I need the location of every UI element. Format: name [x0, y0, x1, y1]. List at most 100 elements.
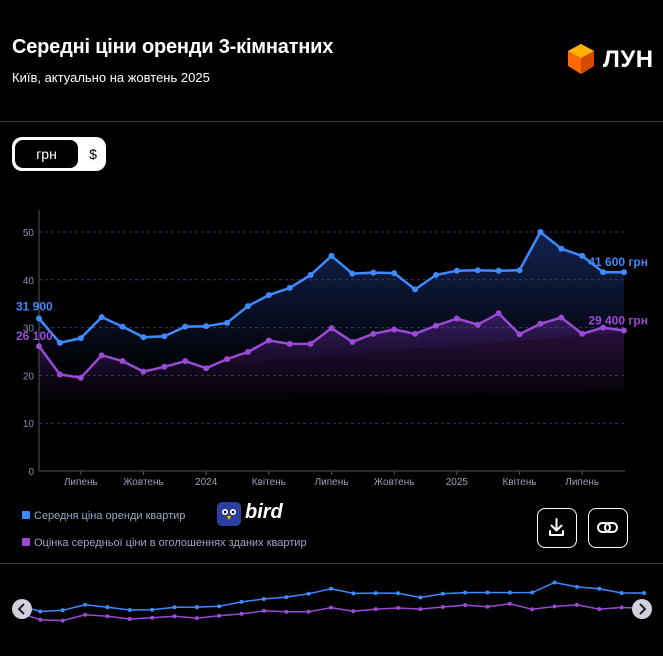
data-point — [621, 269, 627, 276]
data-point — [495, 267, 502, 274]
data-point — [286, 284, 293, 291]
copy-link-button[interactable] — [588, 508, 628, 548]
navigator-point — [172, 605, 177, 610]
page-title: Середні ціни оренди 3-кімнатних — [12, 36, 334, 58]
navigator-point — [150, 615, 155, 620]
legend-item-listing-estimate[interactable]: Оцінка середньої ціни в оголошеннях здан… — [22, 537, 307, 549]
data-point — [140, 368, 147, 375]
data-point — [161, 363, 168, 370]
data-point — [621, 327, 627, 334]
navigator-point — [485, 604, 490, 609]
legend-swatch — [22, 538, 30, 546]
navigator-point — [239, 611, 244, 616]
data-point — [412, 286, 419, 293]
data-point — [98, 352, 105, 359]
data-point — [453, 267, 460, 274]
x-tick-label: Квітень — [502, 477, 536, 488]
navigator-point — [507, 601, 512, 606]
navigator-point — [217, 613, 222, 618]
legend-label: Оцінка середньої ціни в оголошеннях здан… — [34, 537, 307, 549]
data-point — [537, 320, 544, 327]
y-tick-label: 0 — [28, 467, 34, 478]
navigator-right-button[interactable] — [632, 599, 652, 619]
data-point — [56, 339, 63, 346]
chevron-right-icon — [639, 603, 647, 615]
navigator-point — [38, 617, 43, 622]
data-point — [140, 334, 147, 341]
page-subtitle: Київ, актуально на жовтень 2025 — [12, 70, 210, 85]
data-point — [119, 323, 126, 330]
y-tick-label: 30 — [23, 324, 35, 335]
navigator-point — [172, 614, 177, 619]
navigator-point — [574, 602, 579, 607]
navigator-point — [552, 580, 557, 585]
chevron-left-icon — [17, 603, 25, 615]
x-tick-label: Жовтень — [123, 477, 164, 488]
navigator-point — [373, 591, 378, 596]
navigator-point — [530, 607, 535, 612]
data-point — [432, 272, 439, 279]
data-point — [412, 330, 419, 337]
download-button[interactable] — [537, 508, 577, 548]
navigator-point — [83, 612, 88, 617]
bird-badge[interactable]: bird — [217, 501, 287, 527]
data-point — [36, 343, 42, 350]
data-point — [537, 229, 544, 235]
navigator-point — [194, 616, 199, 621]
bird-label: bird — [245, 501, 283, 523]
data-point — [203, 365, 210, 372]
data-point — [265, 292, 272, 299]
download-icon — [549, 518, 564, 536]
bird-icon — [217, 502, 241, 526]
data-point — [474, 321, 481, 328]
data-point — [558, 314, 565, 321]
navigator-point — [396, 591, 401, 596]
navigator-point — [261, 597, 266, 601]
navigator-point — [194, 605, 199, 610]
navigator-point — [507, 590, 512, 595]
data-point — [286, 340, 293, 347]
data-point — [370, 330, 377, 337]
legend-item-avg-price[interactable]: Середня ціна оренди квартир — [22, 510, 185, 522]
navigator-point — [440, 591, 445, 596]
navigator-point — [127, 617, 132, 621]
navigator-point — [418, 595, 423, 600]
brand-name: ЛУН — [603, 46, 654, 73]
navigator-divider — [0, 563, 663, 564]
data-point — [600, 269, 607, 276]
data-point — [77, 335, 84, 342]
navigator-chart[interactable] — [0, 566, 663, 656]
navigator-point — [284, 595, 289, 600]
data-point — [516, 267, 523, 274]
currency-option-usd[interactable]: $ — [89, 146, 97, 162]
navigator-point — [306, 609, 311, 614]
navigator-point — [619, 591, 624, 595]
data-point — [182, 358, 189, 365]
data-point — [516, 331, 523, 338]
data-point — [203, 323, 210, 330]
navigator-point — [38, 609, 43, 614]
navigator-point — [463, 590, 468, 595]
navigator-point — [105, 614, 110, 619]
data-point — [161, 333, 168, 340]
navigator-point — [60, 608, 65, 613]
x-tick-label: 2024 — [195, 477, 218, 488]
navigator-point — [463, 603, 468, 608]
currency-option-uah[interactable]: грн — [15, 140, 78, 168]
navigator-point — [306, 591, 311, 596]
navigator-point — [284, 609, 289, 614]
data-point — [36, 315, 42, 322]
brand-logo[interactable] — [567, 44, 647, 76]
data-point — [265, 337, 272, 344]
data-point — [224, 319, 231, 326]
series-last-value-label: 41 600 грн — [588, 255, 648, 269]
data-point — [579, 330, 586, 337]
navigator-left-button[interactable] — [12, 599, 32, 619]
data-point — [328, 325, 335, 332]
navigator-point — [597, 607, 602, 612]
data-point — [56, 371, 63, 378]
data-point — [349, 338, 356, 345]
main-chart: 0 10 20 30 40 50 Липень Жовтень 2024 Квітень Липен… — [16, 210, 648, 488]
series-glow — [39, 313, 624, 407]
data-point — [579, 252, 586, 259]
